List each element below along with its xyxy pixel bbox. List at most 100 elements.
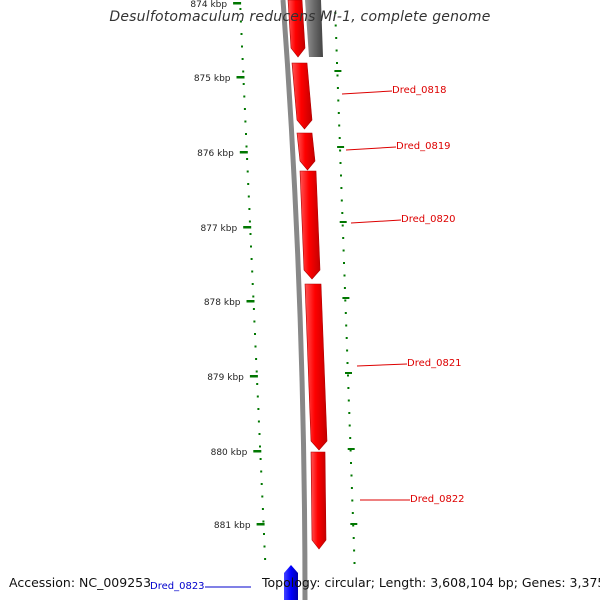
track-dot: [343, 274, 346, 277]
ruler-dot: [252, 308, 255, 310]
ruler-tick: [246, 300, 255, 303]
ruler-dot: [251, 283, 254, 285]
ruler-label: 876 kbp: [197, 149, 234, 159]
track-dot: [335, 49, 338, 52]
neighbour-gene[interactable]: [305, 0, 323, 57]
ruler-dot: [259, 458, 262, 460]
ruler-dot: [261, 495, 264, 498]
ruler-dot: [241, 45, 243, 48]
ruler-dot: [257, 420, 260, 423]
gene-arrow[interactable]: [296, 132, 316, 171]
backbone: [280, 0, 308, 601]
track-dot: [338, 137, 341, 139]
ruler-label: 874 kbp: [190, 0, 227, 10]
ruler-dot: [239, 20, 242, 23]
label-leader: [345, 146, 397, 151]
ruler-dot: [247, 183, 250, 185]
track-dot: [339, 162, 342, 164]
ruler-dot: [260, 483, 263, 485]
gene-arrow[interactable]: [299, 170, 321, 280]
track-dot: [340, 174, 342, 177]
track-dash: [334, 70, 342, 72]
ruler-dot: [240, 33, 243, 35]
ruler-label: 877 kbp: [201, 224, 238, 234]
ruler-label: 879 kbp: [207, 373, 244, 383]
ruler-dot: [254, 345, 257, 348]
track-dash: [345, 372, 352, 374]
gene-label[interactable]: Dred_0823: [150, 581, 205, 592]
track-dot: [352, 524, 355, 527]
gene-arrow[interactable]: [304, 283, 328, 451]
track-dot: [350, 487, 353, 489]
track-dot: [344, 299, 347, 302]
ruler-tick: [249, 375, 258, 378]
ruler-dot: [239, 8, 242, 10]
ruler-dot: [246, 158, 249, 160]
ruler-tick: [239, 151, 248, 154]
ruler-dot: [264, 558, 267, 560]
track-dot: [346, 349, 349, 352]
gene-label[interactable]: Dred_0819: [396, 141, 451, 152]
ruler-dot: [247, 195, 250, 198]
track-dot: [336, 74, 339, 77]
track-dash: [339, 221, 347, 223]
track-dot: [337, 99, 340, 102]
track-dot: [349, 449, 352, 452]
track-dot: [353, 549, 356, 552]
ruler-dot: [244, 120, 247, 123]
ruler-dot: [248, 208, 251, 210]
ruler-dot: [260, 470, 263, 473]
genes: [284, 0, 328, 600]
gene-label[interactable]: Dred_0820: [401, 214, 456, 225]
ruler-dot: [256, 395, 259, 398]
track-dot: [352, 537, 355, 539]
track-dot: [336, 62, 338, 64]
gene-arrow[interactable]: [310, 451, 327, 550]
track-dot: [340, 187, 343, 189]
ruler-tick: [253, 450, 262, 453]
track-dash: [342, 297, 350, 299]
ruler-tick: [256, 523, 265, 526]
ruler-dot: [255, 358, 258, 360]
gene-arrow-reverse[interactable]: [284, 565, 298, 600]
tick-dots: [239, 8, 358, 564]
ruler-dot: [263, 545, 266, 548]
ruler: 874 kbp 875 kbp 876 kbp 877 kbp 878 kbp 879 k…: [190, 0, 265, 531]
gene-label[interactable]: Dred_0818: [392, 85, 447, 96]
ruler-dot: [259, 445, 261, 448]
track-dot: [353, 562, 356, 564]
track-dash: [337, 146, 345, 148]
ruler-dot: [243, 108, 246, 110]
track-dot: [338, 124, 341, 127]
ruler-label: 878 kbp: [204, 298, 241, 308]
ruler-dot: [254, 333, 256, 335]
label-leader: [341, 90, 393, 95]
gene-label[interactable]: Dred_0822: [410, 494, 465, 505]
ruler-dot: [242, 70, 245, 73]
ruler-dot: [253, 320, 256, 323]
label-leader: [356, 363, 408, 367]
track-dot: [339, 149, 342, 152]
ruler-dot: [250, 245, 252, 248]
track-dot: [349, 437, 352, 439]
track-dot: [345, 337, 348, 339]
ruler-label: 875 kbp: [194, 74, 231, 84]
ruler-dot: [258, 433, 261, 435]
gene-labels: Dred_0818 Dred_0819 Dred_0820 Dred_0821 Dred…: [150, 85, 465, 592]
track-dash: [350, 523, 358, 525]
ruler-dot: [249, 233, 252, 235]
ruler-dot: [262, 520, 265, 523]
ruler-dot: [241, 58, 244, 60]
gene-arrow[interactable]: [287, 0, 306, 58]
gene-arrow[interactable]: [291, 62, 313, 130]
gene-label[interactable]: Dred_0821: [407, 358, 462, 369]
ruler-dot: [242, 83, 245, 85]
genome-title: Desulfotomaculum reducens MI-1, complete…: [109, 9, 491, 25]
track-dot: [347, 399, 350, 402]
ruler-dot: [263, 533, 265, 535]
track-dot: [347, 387, 350, 389]
ruler-tick: [233, 2, 242, 5]
backbone-line: [280, 0, 308, 601]
